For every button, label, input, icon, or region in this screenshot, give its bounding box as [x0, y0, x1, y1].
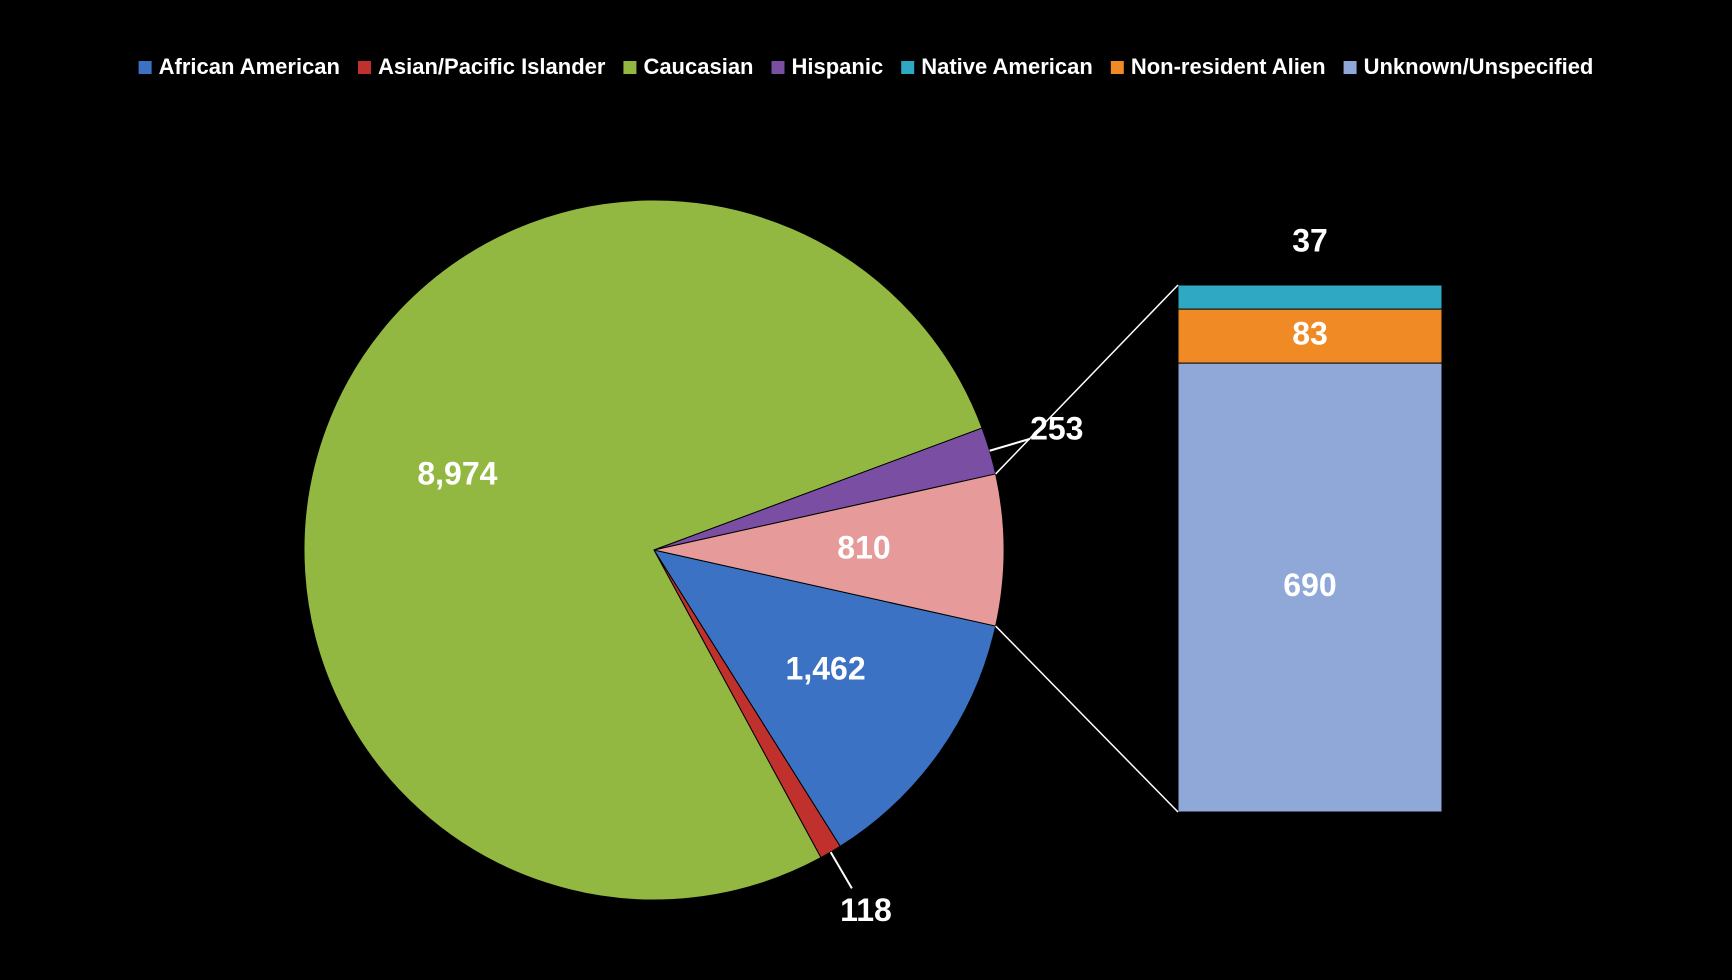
- bar-segment: [1177, 308, 1443, 364]
- data-label: 37: [1292, 222, 1328, 258]
- legend-label: Native American: [921, 54, 1093, 79]
- data-label: 83: [1292, 316, 1328, 352]
- legend-swatch: [358, 61, 371, 74]
- bar-segment: [1177, 362, 1443, 813]
- bar-segment: [1177, 284, 1443, 310]
- data-label: 8,974: [417, 456, 497, 492]
- legend-swatch: [901, 61, 915, 74]
- pie-slice: [303, 199, 983, 901]
- data-label: 1,462: [786, 651, 866, 687]
- data-label: 118: [840, 892, 892, 928]
- connector-line: [995, 625, 1179, 813]
- legend-swatch: [623, 61, 637, 74]
- leader-line: [829, 851, 853, 889]
- legend-label: Caucasian: [643, 54, 753, 79]
- data-label: 810: [837, 529, 890, 565]
- legend-swatch: [1343, 61, 1357, 74]
- pie-slice: [652, 549, 997, 848]
- connector-line: [995, 284, 1179, 475]
- legend-swatch: [771, 61, 785, 74]
- legend-label: Asian/Pacific Islander: [378, 54, 606, 79]
- legend: African American Asian/Pacific Islander Ca…: [138, 54, 1594, 79]
- data-label: 690: [1283, 567, 1336, 603]
- legend-swatch: [1110, 61, 1124, 74]
- legend-swatch: [138, 61, 152, 74]
- leader-line: [989, 437, 1031, 452]
- legend-label: Non-resident Alien: [1131, 54, 1326, 79]
- legend-label: Hispanic: [792, 54, 884, 79]
- pie-slice-other: [653, 473, 1005, 627]
- data-label: 253: [1030, 410, 1083, 446]
- legend-label: African American: [159, 54, 340, 79]
- legend-label: Unknown/Unspecified: [1364, 54, 1594, 79]
